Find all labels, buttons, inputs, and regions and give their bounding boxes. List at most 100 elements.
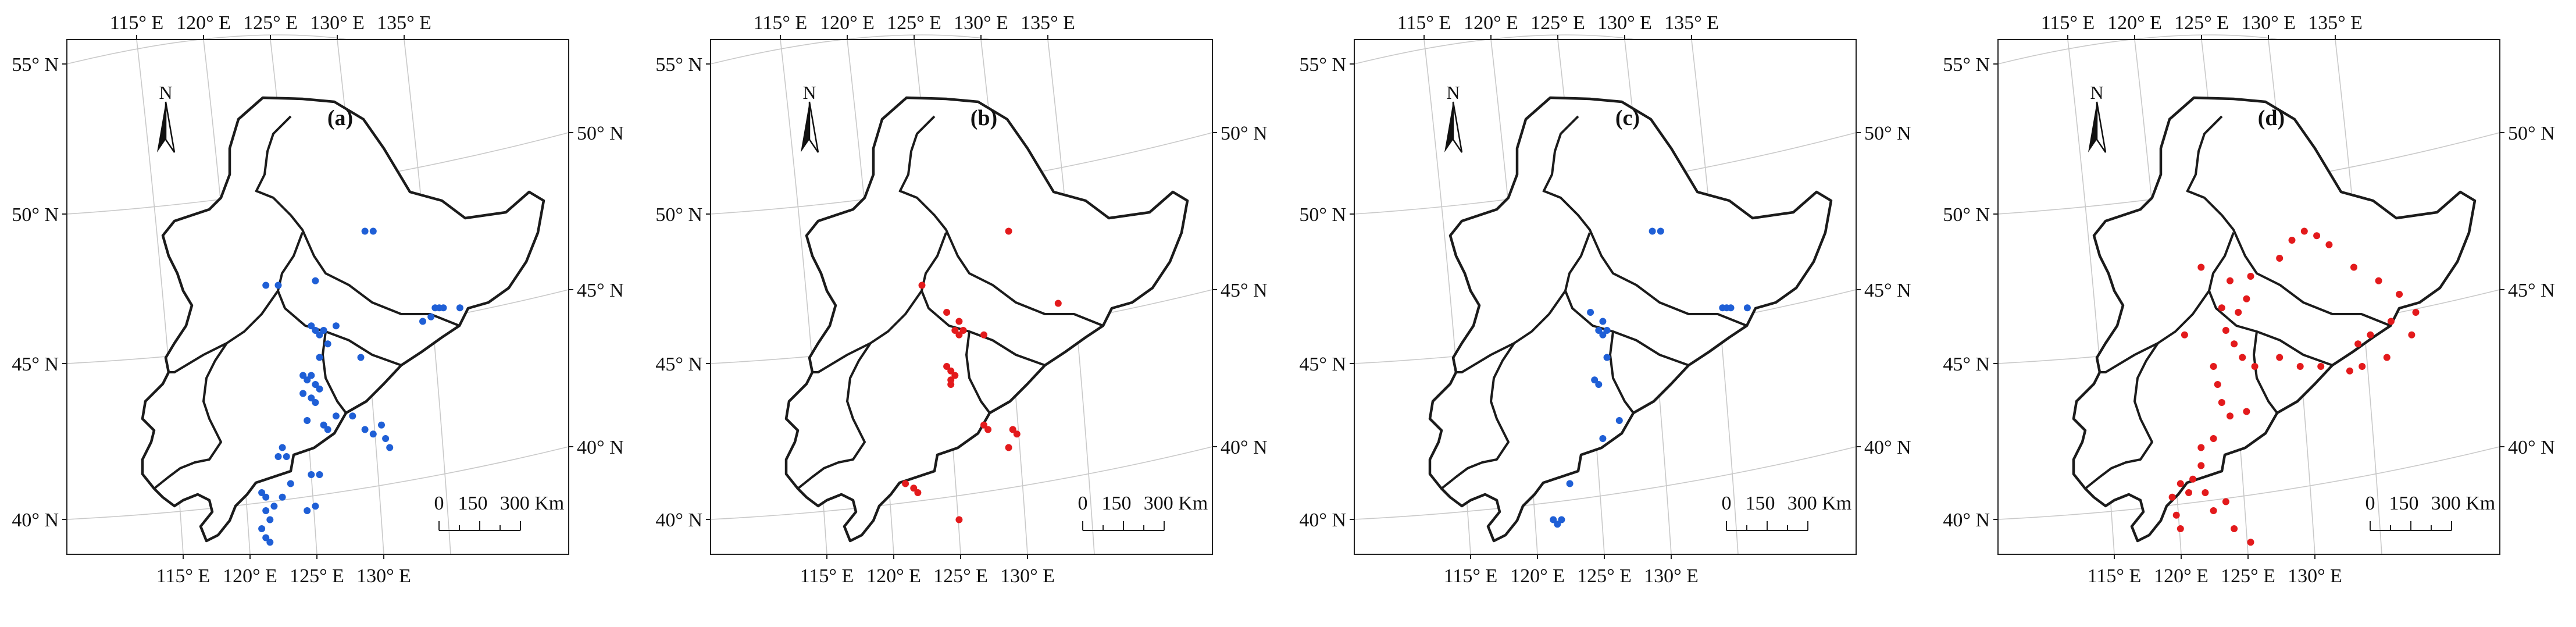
station-point (312, 277, 319, 284)
top-longitude-label: 125° E (887, 12, 941, 34)
top-longitude-label: 115° E (1397, 12, 1451, 34)
province-border (153, 342, 228, 490)
top-longitude-label: 130° E (2241, 12, 2296, 34)
station-point (955, 516, 963, 523)
station-point (283, 453, 290, 460)
right-latitude-label: 40° N (1221, 437, 1268, 458)
left-latitude-label: 55° N (1299, 54, 1346, 76)
right-latitude-label: 45° N (1221, 280, 1268, 301)
station-point (2317, 363, 2325, 370)
province-border (277, 232, 402, 366)
left-latitude-label: 55° N (12, 54, 59, 76)
scale-bar: 0 150 300 Km (1078, 493, 1208, 531)
scale-label: 0 (434, 493, 444, 514)
station-point (1591, 376, 1599, 384)
north-label: N (802, 82, 816, 103)
left-latitude-label: 40° N (12, 510, 59, 531)
station-point (2359, 363, 2366, 370)
station-point (262, 534, 270, 542)
station-point (1005, 227, 1012, 235)
station-point (1595, 381, 1603, 388)
station-point (910, 484, 918, 492)
top-longitude-label: 125° E (1530, 12, 1585, 34)
station-point (943, 363, 951, 370)
right-latitude-label: 40° N (1864, 437, 1911, 458)
station-point (266, 516, 274, 523)
left-latitude-label: 45° N (655, 354, 702, 375)
station-point (2177, 480, 2184, 487)
bottom-longitude-label: 120° E (866, 565, 921, 587)
station-point (274, 453, 282, 460)
station-point (918, 282, 926, 289)
top-longitude-label: 115° E (2041, 12, 2095, 34)
station-point (1587, 309, 1594, 316)
scale-label: 0 (1078, 493, 1088, 514)
top-longitude-label: 120° E (2107, 12, 2162, 34)
bottom-longitude-label: 125° E (933, 565, 988, 587)
station-point (2300, 227, 2308, 235)
station-point (357, 354, 365, 361)
station-point (316, 385, 323, 393)
province-border (1609, 331, 1635, 414)
north-label: N (2090, 82, 2103, 103)
station-point (279, 493, 286, 501)
right-latitude-label: 50° N (2508, 123, 2555, 144)
station-point (955, 331, 963, 339)
station-point (1013, 430, 1021, 438)
map-frame (710, 39, 1213, 555)
scale-label: 300 Km (1787, 493, 1852, 514)
map-frame (1997, 39, 2500, 555)
station-point (2387, 318, 2395, 325)
scale-label: 0 (1722, 493, 1732, 514)
station-point (312, 327, 319, 334)
station-point (2222, 498, 2229, 505)
bottom-longitude-label: 115° E (156, 565, 210, 587)
station-point (279, 444, 286, 451)
station-point (304, 376, 311, 384)
left-latitude-label: 50° N (655, 204, 702, 226)
station-point (2235, 309, 2242, 316)
station-point (456, 304, 463, 312)
station-point (2247, 539, 2254, 546)
station-point (1599, 318, 1607, 325)
station-point (2243, 408, 2250, 415)
station-point (316, 331, 323, 339)
station-point (287, 480, 294, 487)
station-point (440, 304, 447, 312)
bottom-longitude-label: 115° E (2088, 565, 2142, 587)
station-point (2189, 475, 2197, 483)
panel-label: (a) (327, 106, 353, 130)
station-point (324, 426, 331, 433)
left-latitude-label: 50° N (1299, 204, 1346, 226)
station-point (1550, 516, 1557, 523)
station-point (308, 471, 315, 478)
station-point (2383, 354, 2391, 361)
top-longitude-label: 130° E (310, 12, 365, 34)
station-point (1054, 300, 1062, 307)
scale-bar: 0 150 300 Km (1722, 493, 1852, 531)
bottom-longitude-label: 125° E (1577, 565, 1632, 587)
station-point (270, 503, 278, 510)
province-border (898, 115, 936, 193)
station-point (2367, 331, 2374, 339)
station-point (258, 525, 266, 532)
station-point (943, 309, 951, 316)
right-latitude-label: 45° N (2508, 280, 2555, 301)
station-point (369, 430, 377, 438)
right-latitude-label: 40° N (2508, 437, 2555, 458)
station-point (2218, 304, 2225, 312)
scale-label: 150 (458, 493, 488, 514)
province-border (1564, 232, 1689, 366)
station-point (2181, 331, 2188, 339)
station-point (2222, 327, 2229, 334)
right-latitude-label: 50° N (1864, 123, 1911, 144)
bottom-longitude-label: 130° E (1644, 565, 1699, 587)
station-point (320, 327, 327, 334)
left-latitude-label: 50° N (1943, 204, 1990, 226)
scale-label: 300 Km (2431, 493, 2496, 514)
station-point (1657, 227, 1664, 235)
station-point (349, 412, 356, 420)
scale-label: 300 Km (500, 493, 565, 514)
station-point (382, 435, 390, 442)
